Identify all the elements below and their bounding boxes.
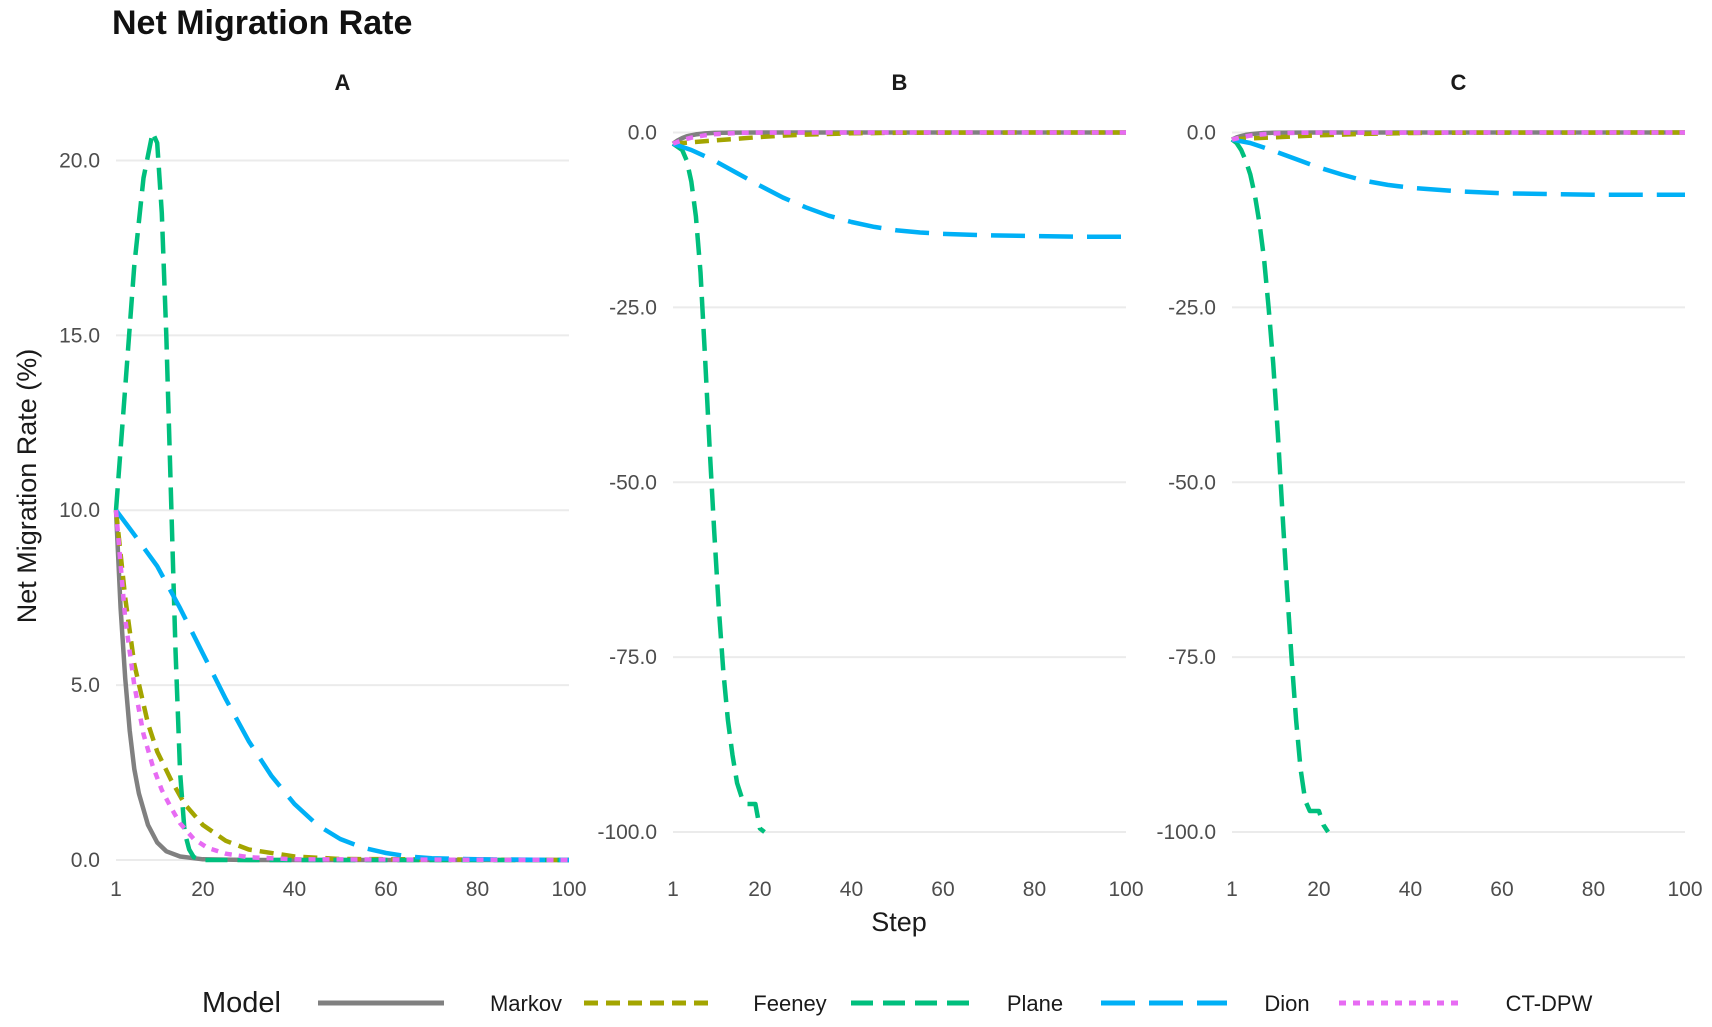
y-tick-label: 0.0 — [71, 849, 100, 872]
series-line-markov — [113, 510, 569, 863]
panel-A: A 0.0 5.0 10.0 15.0 20.0 1 20 40 60 80 100 — [59, 70, 586, 901]
panel-C: C 0.0 -25.0 -50.0 -75.0 -100.0 1 20 40 60 80 100 — [1156, 70, 1702, 901]
series-line-dion — [672, 141, 1126, 239]
x-tick-label: 100 — [551, 878, 586, 901]
x-tick-label: 20 — [748, 878, 771, 901]
series-line-markov — [671, 130, 1126, 146]
y-tick-label: 15.0 — [59, 324, 100, 347]
y-tick-label: -50.0 — [1168, 471, 1216, 494]
series-line-feeney — [113, 509, 570, 863]
legend-label: Markov — [490, 991, 562, 1016]
y-axis-title: Net Migration Rate (%) — [12, 349, 42, 624]
x-axis-title: Step — [871, 907, 927, 937]
x-tick-label: 60 — [1490, 878, 1513, 901]
y-tick-label: -25.0 — [609, 296, 657, 319]
legend-label: Feeney — [753, 991, 826, 1016]
legend-label: Dion — [1264, 991, 1309, 1016]
series-line-dion — [114, 508, 570, 863]
legend-title: Model — [202, 987, 281, 1019]
legend-label: Plane — [1007, 991, 1063, 1016]
chart-title: Net Migration Rate — [112, 4, 412, 42]
x-tick-label: 100 — [1108, 878, 1143, 901]
series-line-plane — [1230, 137, 1330, 834]
y-tick-label: 0.0 — [1187, 121, 1216, 144]
legend-items: Markov Feeney Plane Dion CT-DPW — [318, 991, 1593, 1016]
x-tick-label: 100 — [1667, 878, 1702, 901]
y-tick-label: -100.0 — [597, 821, 657, 844]
panel-B: B 0.0 -25.0 -50.0 -75.0 -100.0 1 20 40 60 80 100 — [597, 70, 1143, 901]
series-line-plane — [671, 141, 766, 834]
y-tick-label: -75.0 — [1168, 646, 1216, 669]
x-tick-label: 80 — [1582, 878, 1605, 901]
y-tick-label: -25.0 — [1168, 296, 1216, 319]
series-line-dion — [1231, 137, 1685, 197]
y-tick-label: 10.0 — [59, 499, 100, 522]
x-tick-label: 1 — [110, 878, 122, 901]
y-tick-label: 20.0 — [59, 149, 100, 172]
x-tick-label: 40 — [840, 878, 863, 901]
legend-label: CT-DPW — [1506, 991, 1593, 1016]
panel-title: A — [335, 70, 351, 95]
x-tick-label: 20 — [191, 878, 214, 901]
y-tick-label: -100.0 — [1156, 821, 1216, 844]
series-line-ct-dpw — [672, 130, 1126, 146]
panel-title: C — [1451, 70, 1467, 95]
x-tick-label: 40 — [283, 878, 306, 901]
panel-title: B — [892, 70, 908, 95]
x-tick-label: 60 — [374, 878, 397, 901]
chart-panels: A0.05.010.015.020.01 20 40 60 80 100B0.0-25.0… — [59, 70, 1702, 901]
x-tick-label: 80 — [466, 878, 489, 901]
x-tick-label: 80 — [1023, 878, 1046, 901]
y-tick-label: -50.0 — [609, 471, 657, 494]
x-tick-label: 60 — [931, 878, 954, 901]
series-line-feeney — [1231, 130, 1686, 142]
y-tick-label: 0.0 — [628, 121, 657, 144]
chart-legend: Model Markov Feeney Plane Dion CT-DPW — [202, 987, 1593, 1019]
x-tick-label: 1 — [667, 878, 679, 901]
x-tick-label: 20 — [1307, 878, 1330, 901]
x-tick-label: 40 — [1399, 878, 1422, 901]
series-line-markov — [1231, 130, 1685, 142]
x-tick-label: 1 — [1226, 878, 1238, 901]
y-tick-label: -75.0 — [609, 646, 657, 669]
series-line-plane — [113, 130, 569, 863]
series-line-ct-dpw — [113, 510, 570, 863]
y-tick-label: 5.0 — [71, 674, 100, 697]
series-line-feeney — [672, 130, 1127, 146]
